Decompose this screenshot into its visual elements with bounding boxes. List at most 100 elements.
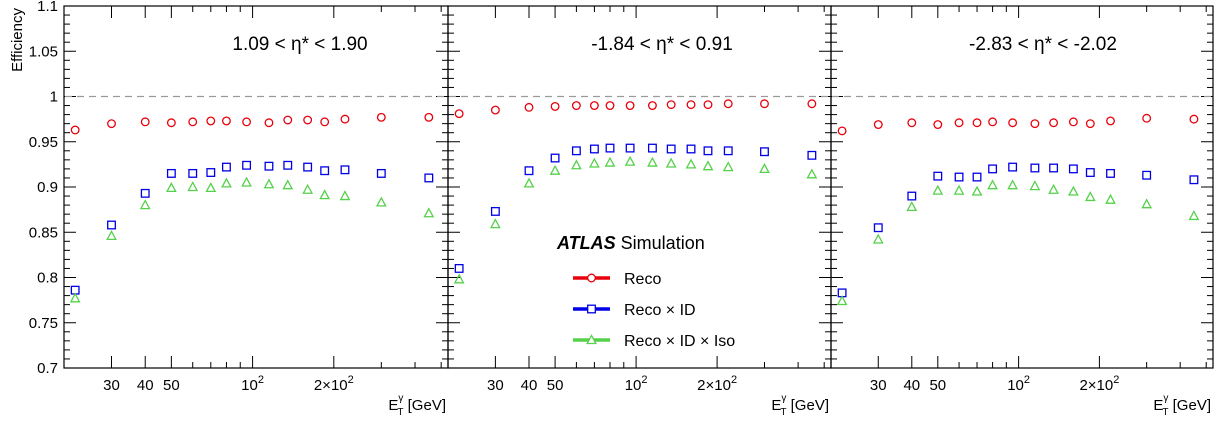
- data-point-reco-id-iso: [1068, 185, 1079, 196]
- data-point-reco: [221, 116, 231, 126]
- data-point-reco-id-iso: [523, 177, 535, 188]
- data-point-reco-id-iso: [1188, 210, 1200, 221]
- data-point-reco-id-iso: [759, 163, 770, 174]
- x-tick-label: 40: [137, 377, 154, 394]
- data-point-reco-id: [760, 147, 769, 157]
- panel-label: 1.09 < η* < 1.90: [232, 34, 367, 55]
- data-point-reco-id-iso: [702, 160, 714, 171]
- data-point-reco: [424, 112, 434, 122]
- data-point-reco-id-iso: [1029, 180, 1041, 191]
- data-point-reco-id: [166, 168, 176, 178]
- x-tick-label: 2×102: [1079, 374, 1119, 394]
- data-point-reco-id-iso: [69, 292, 81, 303]
- y-tick-label: 0.7: [37, 360, 58, 377]
- data-point-reco-id: [376, 168, 386, 178]
- x-axis-title: Eγ T [GeV]: [388, 393, 446, 416]
- legend-item: Reco × ID: [573, 302, 696, 319]
- data-point-reco-id-iso: [953, 184, 965, 195]
- data-point-reco-id: [972, 172, 982, 182]
- y-tick-label: 1.1: [37, 0, 58, 15]
- data-point-reco: [340, 114, 350, 124]
- data-point-reco-id-iso: [241, 176, 252, 187]
- data-point-reco: [873, 120, 883, 130]
- data-point-reco: [666, 100, 676, 110]
- data-point-reco: [625, 101, 635, 110]
- data-point-reco: [303, 115, 313, 125]
- data-point-reco-id: [221, 162, 231, 172]
- data-point-reco-id-iso: [221, 177, 232, 188]
- data-point-reco-id: [873, 223, 883, 233]
- data-point-reco-id: [807, 150, 817, 160]
- data-point-reco-id-iso: [624, 155, 636, 166]
- data-point-reco-id: [988, 164, 998, 174]
- data-point-reco-id: [283, 160, 293, 170]
- data-point-reco-id: [206, 168, 216, 177]
- data-point-reco-id-iso: [1048, 183, 1059, 194]
- y-tick-label: 0.85: [29, 224, 58, 241]
- y-axis-title: Efficiency: [9, 8, 26, 72]
- data-point-reco: [242, 117, 252, 127]
- data-point-reco-id-iso: [571, 159, 582, 170]
- data-point-reco: [376, 112, 386, 122]
- data-point-reco-id-iso: [106, 229, 117, 241]
- y-tick-label: 1.05: [29, 43, 58, 60]
- x-tick-label: 30: [870, 377, 887, 394]
- data-point-reco: [1049, 118, 1059, 128]
- data-point-reco-id-iso: [453, 273, 465, 284]
- x-tick-label: 50: [929, 377, 946, 394]
- data-point-reco: [206, 116, 216, 126]
- data-point-reco-id-iso: [722, 161, 734, 172]
- data-point-reco: [1106, 116, 1115, 126]
- data-point-reco: [605, 101, 615, 110]
- data-point-reco-id-iso: [205, 182, 217, 193]
- data-point-reco-id: [1030, 163, 1040, 173]
- data-point-reco-id: [424, 173, 434, 183]
- data-point-reco-id: [666, 144, 676, 154]
- data-point-reco-id: [1068, 164, 1078, 174]
- data-point-reco-id-iso: [139, 199, 151, 210]
- panel-1: 30 40 50 102 2×102 Eγ T [GeV] 1.09 < η* < 1.90: [63, 5, 449, 418]
- data-point-reco: [70, 125, 80, 135]
- data-point-reco-id-iso: [489, 218, 501, 229]
- data-point-reco-id: [1049, 163, 1059, 173]
- x-tick-label: 102: [1007, 374, 1030, 394]
- x-tick-label: 40: [903, 377, 920, 394]
- data-point-reco-id-iso: [319, 189, 331, 200]
- data-point-reco-id: [320, 166, 330, 176]
- data-point-reco-id: [1008, 162, 1018, 172]
- data-point-reco: [807, 99, 817, 109]
- data-point-reco-id-iso: [423, 207, 435, 218]
- data-point-reco-id-iso: [987, 179, 998, 190]
- data-point-reco: [188, 117, 198, 127]
- data-point-reco: [320, 117, 330, 127]
- panel-label: -2.83 < η* < -2.02: [969, 34, 1117, 55]
- data-point-reco: [107, 119, 116, 129]
- data-point-reco: [1085, 119, 1095, 129]
- data-point-reco: [524, 102, 534, 112]
- data-point-reco: [490, 105, 500, 115]
- data-point-reco-id: [107, 220, 116, 230]
- data-point-reco-id-iso: [549, 164, 561, 175]
- data-point-reco: [589, 101, 599, 110]
- data-point-reco: [571, 101, 581, 110]
- legend-label: Reco: [624, 271, 661, 288]
- data-point-reco-id: [589, 144, 599, 154]
- data-point-reco-id-iso: [302, 183, 314, 194]
- data-point-reco-id: [550, 153, 560, 163]
- data-point-reco-id-iso: [187, 181, 199, 192]
- data-point-reco-id: [303, 162, 313, 172]
- x-axis-title: Eγ T [GeV]: [771, 393, 829, 416]
- x-tick-label: 102: [625, 374, 648, 394]
- legend-item: Reco: [573, 271, 661, 288]
- data-point-reco-id: [264, 161, 274, 171]
- data-point-reco-id: [1142, 170, 1152, 180]
- data-point-reco-id: [625, 143, 635, 153]
- x-tick-label: 50: [163, 377, 180, 394]
- data-point-reco-id-iso: [971, 185, 983, 196]
- data-point-reco: [550, 102, 560, 111]
- panel-2: 30 40 50 102 2×102 Eγ T [GeV] -1.84 < η* < 0.91: [447, 5, 832, 418]
- data-point-reco-id-iso: [339, 190, 351, 201]
- data-point-reco-id-iso: [1105, 193, 1116, 204]
